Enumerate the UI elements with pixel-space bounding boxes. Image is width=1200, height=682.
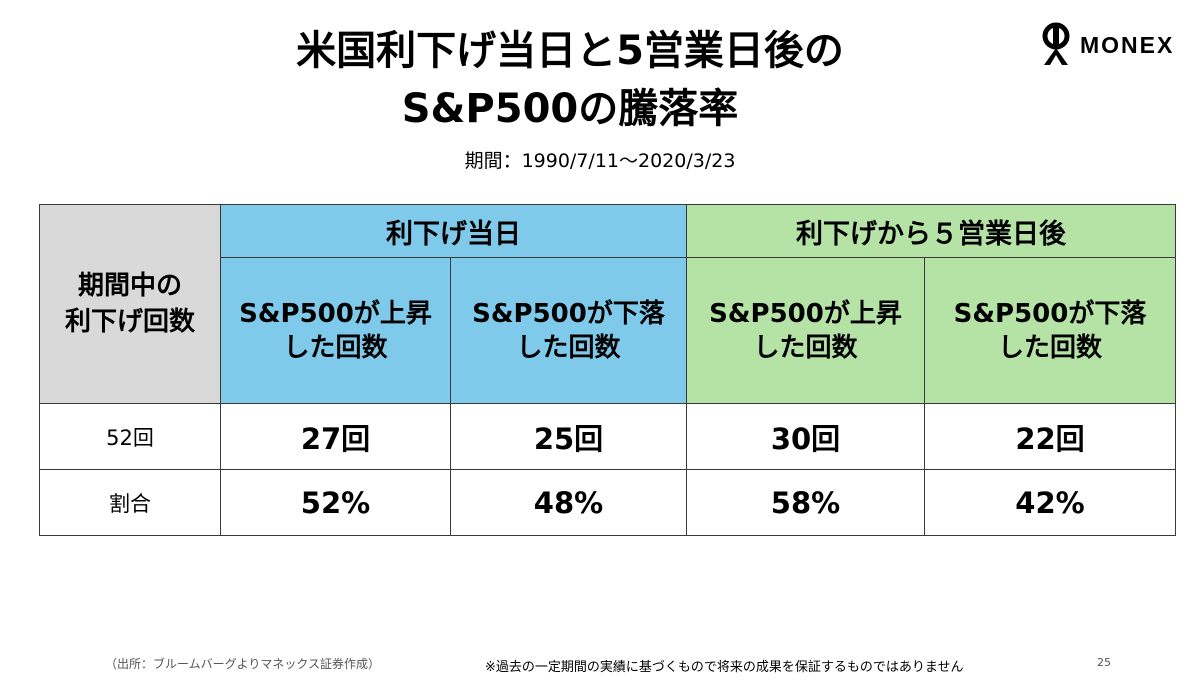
rate-cut-table: 期間中の 利下げ回数 利下げ当日 利下げから５営業日後 S&P500が上昇 した… (39, 204, 1176, 536)
subheader-line2: した回数 (516, 332, 621, 363)
subheader-line2: した回数 (283, 332, 388, 363)
group-header-same-day: 利下げ当日 (220, 204, 687, 258)
subheader-same-day-down: S&P500が下落 した回数 (450, 257, 687, 404)
subheader-line1: S&P500が上昇 (239, 298, 432, 329)
cell-same-day-up: 52% (220, 469, 451, 536)
subheader-line2: した回数 (997, 332, 1102, 363)
subheader-line1: S&P500が上昇 (709, 298, 902, 329)
corner-header: 期間中の 利下げ回数 (39, 204, 221, 404)
subheader-after-down: S&P500が下落 した回数 (924, 257, 1176, 404)
cell-same-day-down: 25回 (450, 403, 687, 470)
cell-after-down: 42% (924, 469, 1176, 536)
header-row-groups: 期間中の 利下げ回数 利下げ当日 利下げから５営業日後 (39, 204, 1176, 404)
logo-text: MONEX (1080, 32, 1175, 58)
row-label: 52回 (39, 403, 221, 470)
row-label: 割合 (39, 469, 221, 536)
slide-title-line2: S&P500の騰落率 (401, 86, 739, 132)
page-number: 25 (1097, 656, 1111, 669)
header-row-sub: S&P500が上昇 した回数 S&P500が下落 した回数 S&P500が上昇 … (40, 257, 1176, 404)
cell-same-day-down: 48% (450, 469, 687, 536)
cell-after-up: 30回 (686, 403, 925, 470)
source-note: （出所：ブルームバーグよりマネックス証券作成） (105, 657, 381, 671)
subheader-after-up: S&P500が上昇 した回数 (686, 257, 925, 404)
corner-header-line1: 期間中の (77, 271, 182, 301)
table-row-ratios: 割合 52% 48% 58% 42% (39, 469, 1176, 536)
monex-logo: MONEX (1038, 22, 1183, 66)
table-row-counts: 52回 27回 25回 30回 22回 (39, 403, 1176, 470)
disclaimer: ※過去の一定期間の実績に基づくもので将来の成果を保証するものではありません (485, 660, 964, 675)
cell-same-day-up: 27回 (220, 403, 451, 470)
subheader-same-day-up: S&P500が上昇 した回数 (220, 257, 451, 404)
slide-title-line1: 米国利下げ当日と5営業日後の (296, 28, 844, 74)
cell-after-up: 58% (686, 469, 925, 536)
subheader-line1: S&P500が下落 (472, 298, 665, 329)
monex-logo-icon (1042, 22, 1070, 65)
period-label: 期間：1990/7/11～2020/3/23 (464, 150, 736, 172)
subheader-line2: した回数 (753, 332, 858, 363)
cell-after-down: 22回 (924, 403, 1176, 470)
corner-header-line2: 利下げ回数 (64, 307, 195, 337)
subheader-line1: S&P500が下落 (953, 298, 1147, 329)
group-header-five-days-after: 利下げから５営業日後 (686, 204, 1176, 258)
